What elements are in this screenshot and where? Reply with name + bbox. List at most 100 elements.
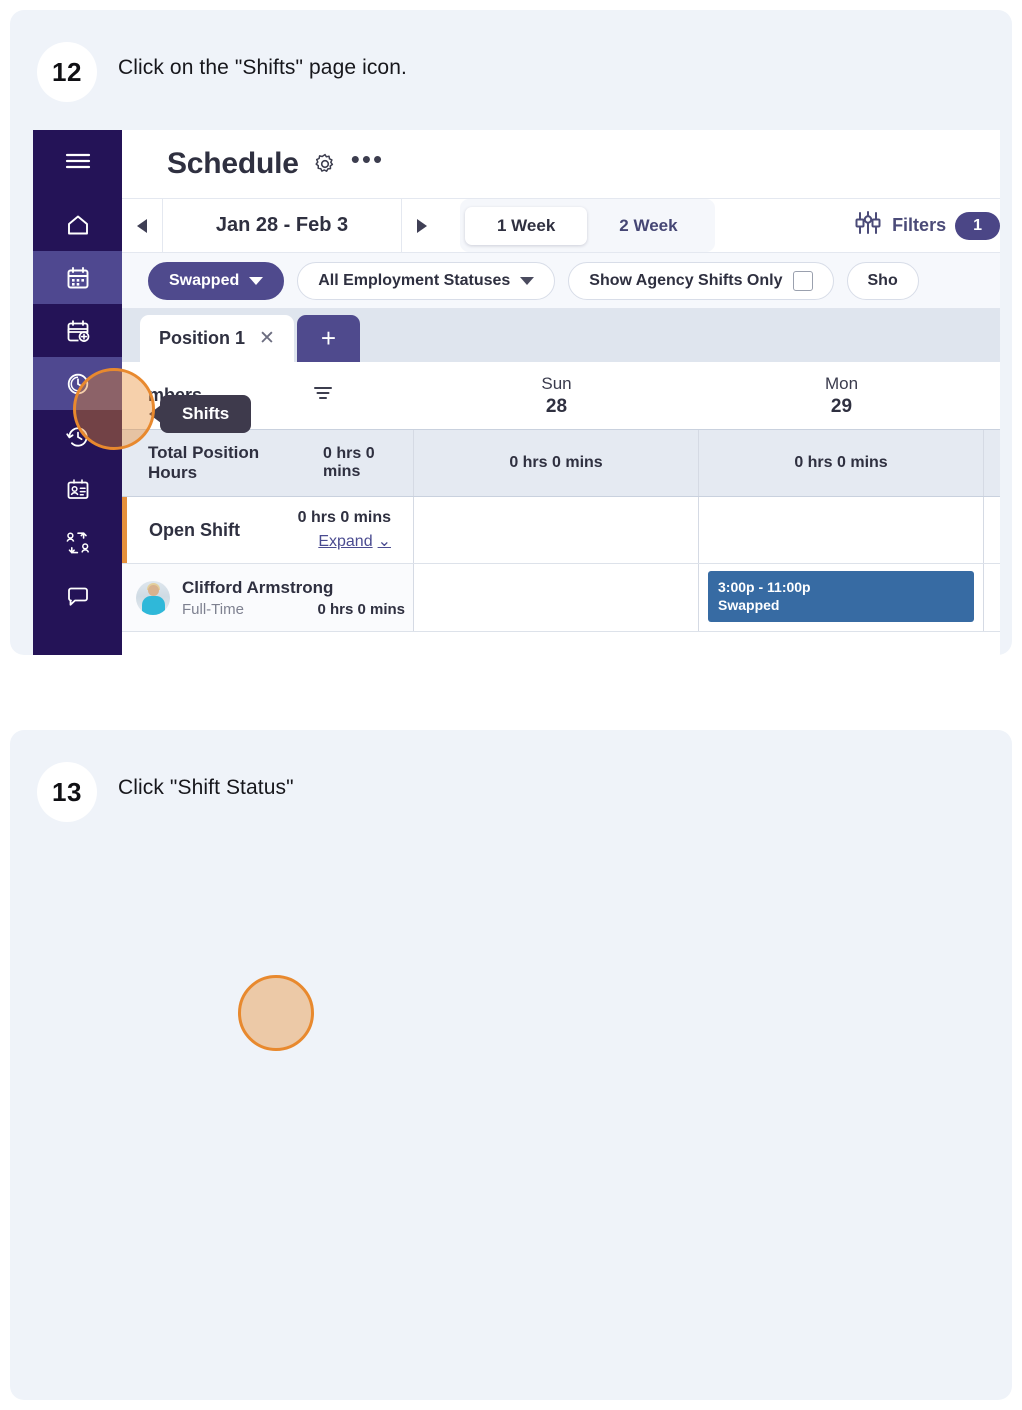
filters-button[interactable]: Filters 1 bbox=[853, 199, 1000, 252]
shift-status: Swapped bbox=[718, 596, 780, 613]
position-tab-label: Position 1 bbox=[159, 328, 246, 348]
schedule-main: Schedule ••• Jan 28 - Feb 3 1 Wee bbox=[122, 130, 1000, 655]
filter-pill-label: All Employment Statuses bbox=[318, 271, 511, 289]
sidebar-item-calendar-add[interactable] bbox=[33, 304, 122, 357]
range-option-1-week[interactable]: 1 Week bbox=[465, 206, 588, 245]
total-hours-label-cell: Total Position Hours 0 hrs 0 mins bbox=[122, 430, 414, 496]
id-badge-icon bbox=[65, 477, 91, 503]
open-shift-right: 0 hrs 0 mins Expand ⌄ bbox=[298, 509, 391, 551]
clock-shifts-icon bbox=[65, 371, 91, 397]
schedule-grid: mbers Sun 28 Mon 29 bbox=[122, 362, 1000, 632]
step-instruction: Click "Shift Status" bbox=[118, 776, 294, 799]
employment-type: Full-Time bbox=[182, 600, 244, 618]
step-card-13: 13 Click "Shift Status" bbox=[10, 730, 1012, 1400]
history-clock-icon bbox=[65, 424, 91, 450]
filter-pill-show-truncated[interactable]: Sho bbox=[846, 261, 919, 300]
highlight-ring-shift-status bbox=[238, 975, 314, 1051]
filters-count-badge: 1 bbox=[955, 211, 1000, 240]
date-navigation-bar: Jan 28 - Feb 3 1 Week 2 Week Filters 1 bbox=[122, 198, 1000, 253]
day-of-week: Sun bbox=[541, 373, 572, 393]
filter-pill-label: Sho bbox=[867, 271, 898, 289]
total-position-hours-row: Total Position Hours 0 hrs 0 mins 0 hrs … bbox=[122, 429, 1000, 497]
day-header-mon: Mon 29 bbox=[699, 362, 984, 429]
expand-link[interactable]: Expand ⌄ bbox=[298, 531, 391, 551]
sidebar-item-history[interactable] bbox=[33, 410, 122, 463]
calendar-icon bbox=[65, 265, 91, 291]
shifts-tooltip: Shifts bbox=[148, 395, 252, 433]
home-icon bbox=[65, 212, 91, 238]
filter-pill-label: Show Agency Shifts Only bbox=[589, 271, 783, 289]
open-shift-row: Open Shift 0 hrs 0 mins Expand ⌄ bbox=[122, 497, 1000, 564]
chevron-down-icon bbox=[520, 276, 535, 285]
open-shift-mon-cell[interactable] bbox=[699, 497, 984, 563]
sidebar-item-messages[interactable] bbox=[33, 569, 122, 622]
filter-pill-swapped[interactable]: Swapped bbox=[148, 261, 285, 300]
sidebar-item-home[interactable] bbox=[33, 198, 122, 251]
range-toggle-group: 1 Week 2 Week bbox=[460, 199, 715, 252]
filter-pill-bar: Swapped All Employment Statuses Show Age… bbox=[122, 253, 1000, 309]
gear-icon[interactable] bbox=[313, 152, 337, 176]
chevron-down-icon: ⌄ bbox=[377, 533, 391, 550]
total-hours-value: 0 hrs 0 mins bbox=[323, 445, 375, 480]
employee-name: Clifford Armstrong bbox=[182, 577, 334, 597]
filter-pill-employment-statuses[interactable]: All Employment Statuses bbox=[297, 261, 556, 300]
checkbox-icon[interactable] bbox=[792, 270, 813, 291]
chevron-down-icon bbox=[249, 276, 264, 285]
total-hours-sun: 0 hrs 0 mins bbox=[414, 430, 699, 496]
step-number: 13 bbox=[37, 762, 97, 822]
day-header-sun: Sun 28 bbox=[414, 362, 699, 429]
open-shift-sun-cell[interactable] bbox=[414, 497, 699, 563]
employee-cell: Clifford Armstrong Full-Time 0 hrs 0 min… bbox=[122, 564, 414, 631]
hamburger-menu-icon bbox=[64, 151, 92, 171]
day-of-week: Mon bbox=[824, 373, 859, 393]
step-header: 13 Click "Shift Status" bbox=[10, 730, 1012, 822]
table-row: Clifford Armstrong Full-Time 0 hrs 0 min… bbox=[122, 564, 1000, 632]
filter-funnel-icon[interactable] bbox=[312, 383, 334, 408]
filter-pill-agency-shifts[interactable]: Show Agency Shifts Only bbox=[568, 261, 834, 300]
chat-bubble-icon bbox=[65, 583, 91, 609]
open-shift-cell: Open Shift 0 hrs 0 mins Expand ⌄ bbox=[122, 497, 414, 563]
shift-time: 3:00p - 11:00p bbox=[718, 579, 811, 595]
calendar-add-icon bbox=[65, 318, 91, 344]
add-position-tab-button[interactable]: + bbox=[296, 315, 360, 362]
sidebar-item-shifts[interactable] bbox=[33, 357, 122, 410]
expand-label: Expand bbox=[318, 533, 373, 550]
sidebar-item-calendar[interactable] bbox=[33, 251, 122, 304]
step-instruction: Click on the "Shifts" page icon. bbox=[118, 56, 407, 79]
employee-meta: Full-Time 0 hrs 0 mins bbox=[182, 601, 413, 618]
employee-hours: 0 hrs 0 mins bbox=[317, 600, 405, 618]
ellipsis-icon[interactable]: ••• bbox=[350, 144, 385, 174]
filter-pill-label: Swapped bbox=[169, 271, 240, 289]
schedule-header-row: mbers Sun 28 Mon 29 bbox=[122, 362, 1000, 429]
range-option-2-week[interactable]: 2 Week bbox=[619, 215, 678, 235]
page-title: Schedule bbox=[167, 147, 299, 180]
close-icon[interactable]: ✕ bbox=[259, 328, 275, 349]
total-hours-mon: 0 hrs 0 mins bbox=[699, 430, 984, 496]
day-number: 28 bbox=[545, 395, 568, 417]
prev-arrow-icon[interactable] bbox=[122, 199, 162, 252]
employee-mon-cell[interactable]: 3:00p - 11:00p Swapped bbox=[699, 564, 984, 631]
step-card-12: 12 Click on the "Shifts" page icon. bbox=[10, 10, 1012, 655]
shift-chip[interactable]: 3:00p - 11:00p Swapped bbox=[708, 571, 974, 622]
filters-label: Filters bbox=[892, 215, 947, 235]
swap-users-icon bbox=[64, 530, 92, 556]
sidebar-item-menu[interactable] bbox=[33, 130, 122, 192]
day-number: 29 bbox=[830, 395, 853, 417]
total-hours-label: Total Position Hours bbox=[148, 443, 260, 482]
avatar bbox=[136, 580, 170, 615]
sidebar-item-swap-users[interactable] bbox=[33, 516, 122, 569]
step-header: 12 Click on the "Shifts" page icon. bbox=[10, 10, 1012, 102]
filters-sliders-icon bbox=[853, 209, 883, 242]
open-shift-hours: 0 hrs 0 mins bbox=[297, 509, 391, 526]
step-number: 12 bbox=[37, 42, 97, 102]
next-arrow-icon[interactable] bbox=[402, 199, 442, 252]
app-window-schedule: Schedule ••• Jan 28 - Feb 3 1 Wee bbox=[33, 130, 1000, 655]
sidebar-item-id-badge[interactable] bbox=[33, 463, 122, 516]
employee-sun-cell[interactable] bbox=[414, 564, 699, 631]
app-sidebar bbox=[33, 130, 122, 655]
open-shift-label: Open Shift bbox=[149, 519, 240, 540]
schedule-titlebar: Schedule ••• bbox=[122, 130, 1000, 198]
position-tabstrip: Position 1 ✕ + bbox=[122, 309, 1000, 362]
position-tab[interactable]: Position 1 ✕ bbox=[140, 315, 294, 362]
